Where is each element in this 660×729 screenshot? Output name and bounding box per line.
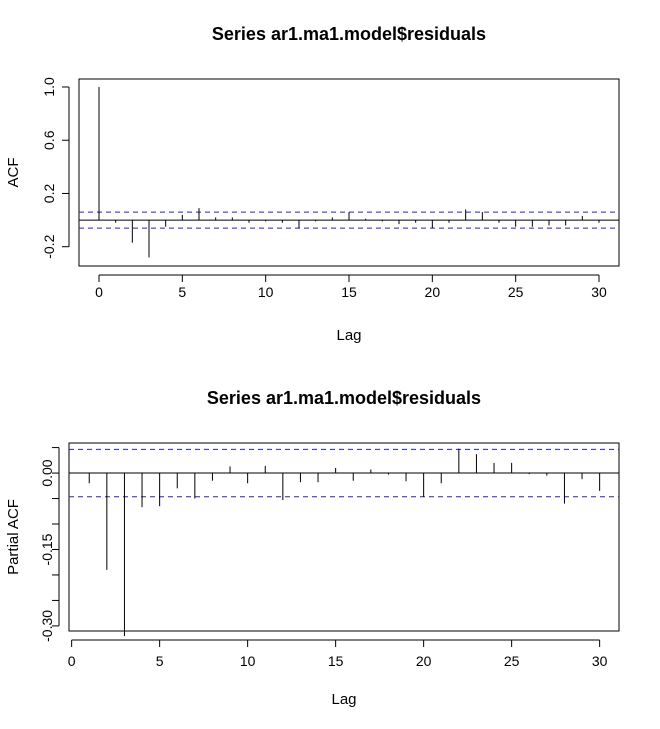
y-tick-label: -0.15 — [39, 533, 55, 565]
x-tick-label: 20 — [416, 653, 432, 669]
y-axis-label: ACF — [5, 158, 22, 188]
x-axis-label: Lag — [336, 327, 361, 344]
x-tick-label: 10 — [240, 653, 256, 669]
y-axis-label: Partial ACF — [5, 499, 22, 575]
x-tick-label: 5 — [156, 653, 164, 669]
y-tick-label: -0.2 — [41, 234, 57, 258]
x-tick-label: 0 — [68, 653, 76, 669]
y-tick-label: 0.2 — [41, 184, 57, 204]
chart-title: Series ar1.ma1.model$residuals — [212, 24, 486, 44]
panel-pacf: Series ar1.ma1.model$residuals 0 5 10 15 20 25… — [5, 388, 620, 708]
x-tick-label: 10 — [258, 284, 274, 300]
x-tick-label: 15 — [341, 284, 357, 300]
y-tick-label: 0.6 — [41, 130, 57, 150]
x-tick-label: 30 — [591, 284, 607, 300]
x-tick-label: 0 — [95, 284, 103, 300]
x-tick-label: 5 — [178, 284, 186, 300]
plot-frame — [78, 78, 620, 267]
x-tick-label: 15 — [328, 653, 344, 669]
x-tick-label: 30 — [592, 653, 608, 669]
y-tick-label: 0.00 — [39, 459, 55, 486]
y-tick-label: -0.30 — [39, 610, 55, 642]
plot-frame — [68, 442, 620, 632]
x-tick-label: 25 — [504, 653, 520, 669]
y-tick-label: 1.0 — [41, 77, 57, 97]
x-tick-label: 20 — [425, 284, 441, 300]
panel-acf: Series ar1.ma1.model$residuals 0 5 10 15 20 25… — [5, 24, 620, 344]
x-axis-label: Lag — [331, 691, 356, 708]
x-tick-label: 25 — [508, 284, 524, 300]
chart-title: Series ar1.ma1.model$residuals — [207, 388, 481, 408]
